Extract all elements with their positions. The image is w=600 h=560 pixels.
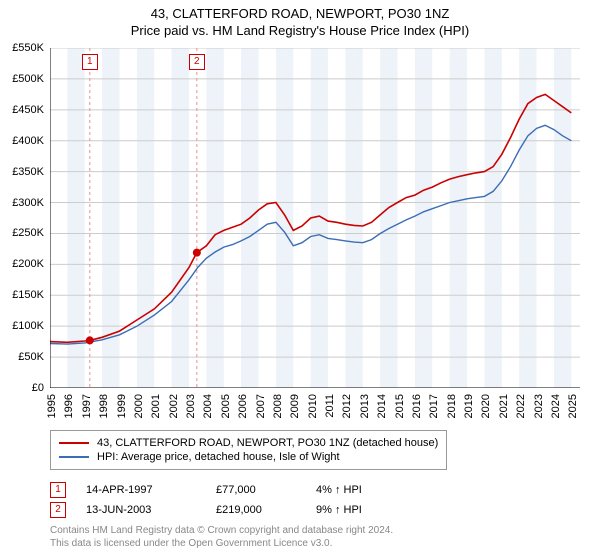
y-axis-label: £400K [0,135,44,147]
x-axis-label: 2010 [307,394,319,418]
chart-sale-marker: 1 [82,54,98,70]
x-axis-label: 2014 [376,394,388,418]
y-axis-label: £200K [0,258,44,270]
legend-swatch-hpi [59,456,89,458]
title-address: 43, CLATTERFORD ROAD, NEWPORT, PO30 1NZ [0,6,600,21]
chart-container: 43, CLATTERFORD ROAD, NEWPORT, PO30 1NZ … [0,0,600,560]
legend-row-property: 43, CLATTERFORD ROAD, NEWPORT, PO30 1NZ … [59,437,438,449]
x-axis-label: 2012 [341,394,353,418]
sale-date: 13-JUN-2003 [86,504,216,516]
legend-label-hpi: HPI: Average price, detached house, Isle… [97,451,340,463]
footer-line1: Contains HM Land Registry data © Crown c… [50,524,393,537]
legend-label-property: 43, CLATTERFORD ROAD, NEWPORT, PO30 1NZ … [97,437,438,449]
y-axis-label: £350K [0,166,44,178]
x-axis-label: 2017 [428,394,440,418]
x-axis-label: 2004 [202,394,214,418]
sale-row: 2 13-JUN-2003 £219,000 9% ↑ HPI [50,502,436,518]
x-axis-label: 1998 [98,394,110,418]
footer-attribution: Contains HM Land Registry data © Crown c… [50,524,393,550]
x-axis-label: 2025 [567,394,579,418]
y-axis-label: £100K [0,320,44,332]
y-axis-label: £300K [0,197,44,209]
legend-swatch-property [59,442,89,444]
x-axis-label: 2016 [411,394,423,418]
legend-box: 43, CLATTERFORD ROAD, NEWPORT, PO30 1NZ … [50,430,447,470]
y-axis-label: £550K [0,42,44,54]
x-axis-label: 2006 [237,394,249,418]
sale-date: 14-APR-1997 [86,484,216,496]
sale-price: £77,000 [216,484,316,496]
y-axis-label: £50K [0,351,44,363]
x-axis-label: 2008 [272,394,284,418]
x-axis-label: 2013 [359,394,371,418]
y-axis-label: £150K [0,289,44,301]
y-axis-label: £500K [0,73,44,85]
sale-marker-badge: 2 [50,502,66,518]
x-axis-label: 2018 [446,394,458,418]
chart-area: £0£50K£100K£150K£200K£250K£300K£350K£400… [50,48,580,388]
y-axis-label: £250K [0,227,44,239]
x-axis-label: 1999 [116,394,128,418]
x-axis-label: 2015 [394,394,406,418]
x-axis-label: 2000 [133,394,145,418]
x-axis-label: 2011 [324,394,336,418]
x-axis-label: 2007 [255,394,267,418]
x-axis-label: 2005 [220,394,232,418]
legend-row-hpi: HPI: Average price, detached house, Isle… [59,451,438,463]
title-block: 43, CLATTERFORD ROAD, NEWPORT, PO30 1NZ … [0,0,600,38]
x-axis-label: 2009 [289,394,301,418]
sale-hpi: 9% ↑ HPI [316,504,436,516]
x-axis-label: 2022 [515,394,527,418]
x-axis-label: 1996 [63,394,75,418]
y-axis-label: £450K [0,104,44,116]
x-axis-label: 2023 [533,394,545,418]
x-axis-label: 2024 [550,394,562,418]
title-subtitle: Price paid vs. HM Land Registry's House … [0,23,600,38]
x-axis-label: 1995 [46,394,58,418]
sale-marker-badge: 1 [50,482,66,498]
x-axis-label: 1997 [81,394,93,418]
x-axis-label: 2021 [498,394,510,418]
y-axis-label: £0 [0,382,44,394]
footer-line2: This data is licensed under the Open Gov… [50,537,393,550]
sale-price: £219,000 [216,504,316,516]
x-axis-label: 2020 [480,394,492,418]
x-axis-label: 2003 [185,394,197,418]
sale-hpi: 4% ↑ HPI [316,484,436,496]
sale-row: 1 14-APR-1997 £77,000 4% ↑ HPI [50,482,436,498]
x-axis-label: 2001 [150,394,162,418]
chart-sale-marker: 2 [189,54,205,70]
line-chart-svg [50,48,580,388]
x-axis-label: 2019 [463,394,475,418]
sales-table: 1 14-APR-1997 £77,000 4% ↑ HPI 2 13-JUN-… [50,478,436,522]
x-axis-label: 2002 [168,394,180,418]
